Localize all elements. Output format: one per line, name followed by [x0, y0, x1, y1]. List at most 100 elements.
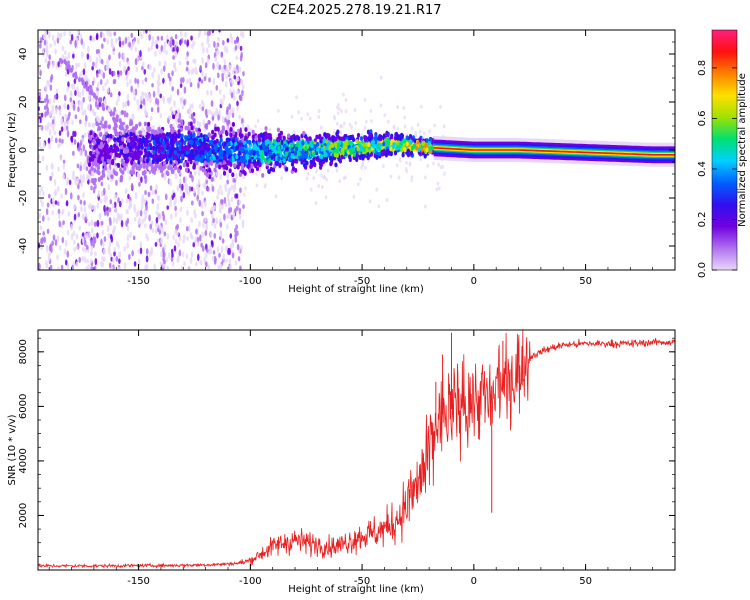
noise-speckle: [85, 265, 89, 270]
noise-speckle: [42, 215, 45, 222]
noise-speckle: [109, 219, 112, 227]
noise-speckle: [78, 73, 82, 79]
signal-blob: [150, 129, 154, 135]
noise-speckle: [90, 185, 93, 191]
signal-blob: [152, 145, 156, 151]
x-tick-label: 0: [471, 276, 477, 287]
signal-blob: [106, 167, 110, 173]
x-tick-label: -100: [239, 576, 262, 587]
signal-blob: [161, 134, 165, 140]
signal-blob: [119, 149, 124, 154]
noise-speckle: [196, 253, 200, 262]
noise-speckle: [178, 60, 182, 66]
signal-blob: [409, 150, 414, 156]
signal-blob: [215, 159, 219, 164]
signal-blob: [283, 143, 287, 149]
noise-speckle: [216, 61, 219, 69]
noise-speckle: [86, 258, 89, 264]
noise-speckle: [196, 120, 200, 127]
noise-speckle: [101, 43, 104, 49]
signal-blob: [98, 159, 103, 165]
noise-speckle: [57, 208, 61, 215]
noise-speckle: [38, 118, 41, 124]
signal-blob: [210, 176, 214, 182]
signal-blob: [139, 157, 143, 162]
signal-blob: [228, 153, 232, 159]
signal-blob: [169, 149, 173, 154]
signal-blob: [159, 128, 163, 134]
y-tick-label: 4000: [18, 448, 29, 473]
signal-blob: [207, 151, 212, 156]
signal-blob: [208, 168, 212, 173]
noise-speckle: [212, 217, 215, 224]
noise-speckle: [83, 256, 87, 264]
noise-speckle: [225, 244, 228, 252]
noise-speckle: [73, 138, 77, 145]
noise-speckle: [124, 100, 128, 108]
noise-speckle: [126, 93, 130, 101]
noise-speckle: [352, 194, 356, 199]
signal-blob: [165, 145, 170, 150]
signal-blob: [88, 156, 93, 162]
noise-speckle: [66, 104, 70, 111]
signal-blob: [113, 143, 117, 149]
noise-speckle: [75, 261, 79, 268]
y-tick-label: 8000: [18, 339, 29, 364]
noise-speckle: [216, 246, 220, 253]
signal-blob: [248, 139, 252, 145]
noise-speckle: [201, 245, 205, 252]
noise-speckle: [145, 111, 149, 117]
signal-blob: [218, 164, 222, 170]
signal-blob: [214, 145, 218, 150]
noise-speckle: [131, 250, 134, 257]
noise-speckle: [216, 195, 219, 200]
noise-speckle: [56, 235, 60, 242]
signal-blob: [172, 114, 176, 120]
noise-speckle: [56, 201, 60, 206]
noise-speckle: [102, 72, 106, 79]
noise-speckle: [151, 71, 154, 79]
noise-speckle: [186, 78, 189, 84]
signal-blob: [225, 131, 229, 137]
signal-blob: [231, 138, 236, 144]
noise-speckle: [174, 238, 178, 245]
noise-speckle: [236, 76, 240, 82]
signal-blob: [258, 150, 263, 156]
noise-speckle: [39, 197, 43, 203]
noise-speckle: [155, 216, 159, 224]
noise-speckle: [234, 44, 238, 51]
noise-speckle: [238, 66, 242, 74]
noise-speckle: [106, 38, 110, 45]
signal-blob: [114, 171, 119, 177]
signal-blob: [284, 151, 289, 157]
noise-speckle: [66, 250, 70, 258]
noise-speckle: [106, 210, 109, 217]
signal-blob: [197, 145, 201, 151]
noise-speckle: [45, 260, 48, 266]
noise-speckle: [66, 120, 70, 126]
signal-blob: [170, 129, 174, 134]
signal-blob: [195, 149, 199, 155]
noise-speckle: [395, 163, 399, 168]
signal-blob: [143, 174, 147, 180]
noise-speckle: [52, 98, 56, 104]
signal-blob: [355, 138, 359, 144]
noise-speckle: [64, 239, 68, 247]
noise-speckle: [238, 212, 242, 220]
signal-blob: [203, 160, 207, 166]
signal-blob: [146, 127, 150, 133]
noise-speckle: [51, 171, 54, 179]
noise-speckle: [375, 187, 378, 192]
noise-speckle: [123, 66, 126, 74]
signal-blob: [256, 150, 260, 156]
noise-speckle: [77, 212, 81, 218]
noise-speckle: [72, 150, 75, 156]
signal-blob: [97, 126, 102, 131]
y-tick-label: 40: [18, 48, 29, 61]
noise-speckle: [139, 209, 143, 217]
noise-speckle: [40, 186, 44, 192]
noise-speckle: [81, 51, 84, 59]
signal-blob: [305, 160, 309, 166]
noise-speckle: [100, 181, 104, 187]
noise-speckle: [82, 41, 85, 49]
